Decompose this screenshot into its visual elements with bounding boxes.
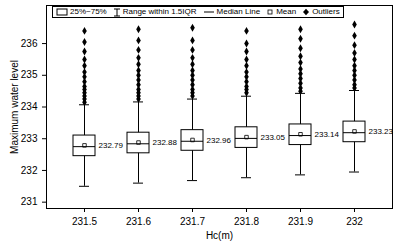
svg-text:235: 235 [21,69,38,80]
svg-text:231.8: 231.8 [234,216,259,227]
svg-text:231.9: 231.9 [288,216,313,227]
svg-text:232.96: 232.96 [207,136,232,145]
html-text:Median Line: Median Line [216,7,261,16]
svg-text:232.79: 232.79 [99,141,124,150]
svg-text:231.7: 231.7 [180,216,205,227]
svg-text:233.05: 233.05 [261,133,286,142]
svg-text:Maximum water level: Maximum water level [9,60,20,154]
svg-text:232: 232 [21,165,38,176]
svg-text:231.5: 231.5 [72,216,97,227]
svg-text:234: 234 [21,101,38,112]
html-text:25%~75%: 25%~75% [70,7,107,16]
svg-text:236: 236 [21,38,38,49]
svg-text:231: 231 [21,196,38,207]
svg-text:232: 232 [346,216,363,227]
svg-text:Hc(m): Hc(m) [206,230,233,241]
html-text:Outliers: Outliers [312,7,340,16]
html-text:Range within 1.5IQR: Range within 1.5IQR [122,7,197,16]
svg-text:233.14: 233.14 [315,130,340,139]
svg-text:232.88: 232.88 [153,138,178,147]
svg-text:231.6: 231.6 [126,216,151,227]
svg-text:233: 233 [21,133,38,144]
html-text:Mean: Mean [276,7,297,16]
svg-text:233.23: 233.23 [369,127,394,136]
